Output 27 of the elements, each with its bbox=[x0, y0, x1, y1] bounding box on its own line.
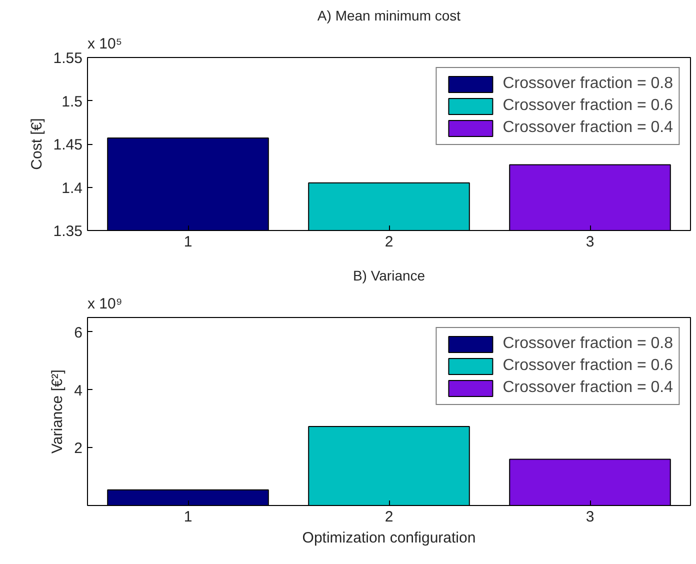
legend-label: Crossover fraction = 0.6 bbox=[502, 97, 673, 115]
y-tick-label: 1.5 bbox=[62, 93, 83, 110]
y-tick-label: 1.55 bbox=[53, 50, 83, 67]
y-tick-label: 1.45 bbox=[53, 136, 83, 154]
y-tick-label: 1.35 bbox=[53, 223, 83, 240]
x-tick-label: 1 bbox=[184, 234, 192, 250]
x-tick-label: 3 bbox=[586, 508, 594, 526]
chart-title: A) Mean minimum cost bbox=[317, 8, 461, 24]
y-tick-label: 1.4 bbox=[62, 180, 83, 197]
legend-label: Crossover fraction = 0.8 bbox=[502, 335, 673, 353]
legend-label: Crossover fraction = 0.4 bbox=[502, 379, 673, 397]
x-tick-label: 2 bbox=[384, 234, 394, 250]
y-tick-label: 6 bbox=[74, 324, 82, 342]
x-tick-label: 2 bbox=[384, 508, 394, 526]
legend-label: Crossover fraction = 0.8 bbox=[502, 75, 673, 93]
y-axis-title: Cost [€] bbox=[28, 118, 46, 170]
text: x 10⁵ bbox=[88, 36, 122, 52]
text: x 10⁹ bbox=[88, 296, 122, 312]
chart-title: B) Variance bbox=[352, 268, 426, 284]
legend-label: Crossover fraction = 0.6 bbox=[502, 357, 673, 375]
y-tick-label: 4 bbox=[74, 382, 82, 400]
x-axis-title: Optimization configuration bbox=[302, 530, 476, 546]
y-axis-title: Variance [€²] bbox=[49, 370, 66, 454]
y-tick-label: 2 bbox=[74, 440, 82, 458]
x-tick-label: 3 bbox=[586, 234, 594, 250]
x-tick-label: 1 bbox=[184, 508, 192, 526]
legend-label: Crossover fraction = 0.4 bbox=[502, 119, 673, 137]
